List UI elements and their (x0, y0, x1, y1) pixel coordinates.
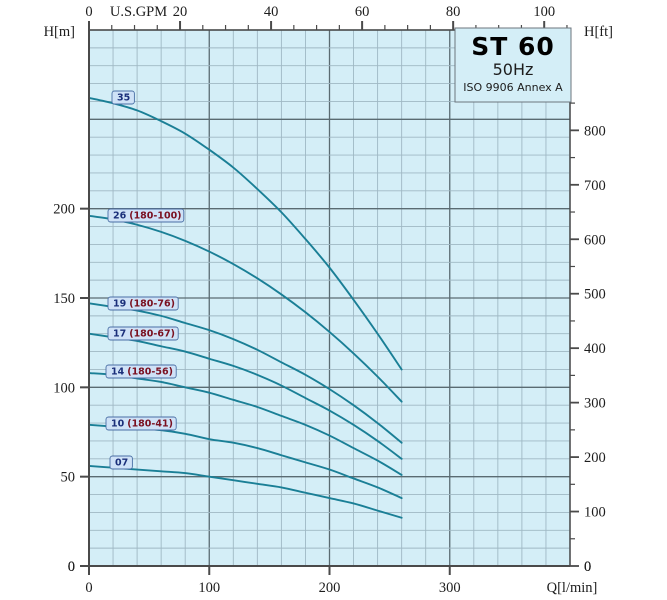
curve-label-text: 07 (115, 457, 128, 468)
curve-label: 26 (180-100) (107, 208, 185, 223)
curve-label-text: 19 (180-76) (113, 298, 175, 309)
y-axis-label-left: H[m] (44, 24, 75, 40)
y-tick-label-right: 500 (584, 287, 606, 303)
y-tick-label-left: 150 (53, 291, 75, 307)
curve-label-text: 14 (180-56) (111, 366, 173, 377)
x-axis-label-top: U.S.GPM (110, 4, 167, 20)
y-tick-label-right: 700 (584, 178, 606, 194)
x-axis-label-bottom: Q[l/min] (547, 580, 598, 596)
curve-label: 07 (109, 455, 133, 470)
curve-label-text: 35 (117, 92, 130, 103)
title-standard: ISO 9906 Annex A (463, 81, 563, 94)
x-tick-label-bottom: 300 (439, 580, 461, 596)
curve-label-text: 17 (180-67) (113, 328, 175, 339)
x-tick-label-top: 80 (446, 4, 461, 20)
y-tick-label-right: 200 (584, 450, 606, 466)
y-tick-label-right: 400 (584, 341, 606, 357)
axes-layer: 050100150200H[m]010020030040050060070080… (44, 4, 613, 596)
curve-label: 14 (180-56) (105, 364, 177, 379)
origin-label-left: 0 (68, 559, 75, 575)
curve-labels-layer: 35 26 (180-100) 19 (180-76) 17 (180-67) 14 (180-… (105, 90, 185, 470)
performance-curve (88, 332, 403, 460)
y-tick-label-left: 200 (53, 202, 75, 218)
y-tick-label-right: 800 (584, 123, 606, 139)
title-box (454, 27, 572, 103)
performance-curve (88, 372, 403, 476)
curve-label: 19 (180-76) (107, 296, 179, 311)
x-tick-label-top: 20 (173, 4, 188, 20)
y-tick-label-left: 50 (61, 470, 76, 486)
title-model: ST 60 (471, 32, 555, 61)
performance-curve (88, 214, 403, 403)
y-tick-label-right: 100 (584, 505, 606, 521)
curve-label: 35 (111, 90, 135, 105)
x-tick-label-top: 40 (264, 4, 279, 20)
performance-curve (88, 96, 403, 371)
y-tick-label-right: 600 (584, 232, 606, 248)
x-tick-label-top: 60 (355, 4, 370, 20)
curve-label-text: 10 (180-41) (111, 418, 173, 429)
origin-label-right: 0 (584, 559, 591, 575)
curve-label-text: 26 (180-100) (113, 210, 182, 221)
title-frequency: 50Hz (493, 60, 534, 79)
x-tick-label-bottom: 100 (198, 580, 220, 596)
y-axis-label-right: H[ft] (584, 24, 613, 40)
performance-curve (88, 465, 403, 519)
curve-label: 17 (180-67) (107, 326, 179, 341)
x-tick-label-bottom: 200 (319, 580, 341, 596)
performance-curve (88, 302, 403, 444)
y-tick-label-right: 300 (584, 396, 606, 412)
y-tick-label-right: 0 (584, 559, 591, 575)
x-tick-label-bottom: 0 (85, 580, 92, 596)
curve-label: 10 (180-41) (105, 416, 177, 431)
y-tick-label-left: 100 (53, 380, 75, 396)
y-tick-label-left: 0 (68, 559, 75, 575)
x-tick-label-top: 100 (533, 4, 555, 20)
x-tick-label-top: 0 (85, 4, 92, 20)
